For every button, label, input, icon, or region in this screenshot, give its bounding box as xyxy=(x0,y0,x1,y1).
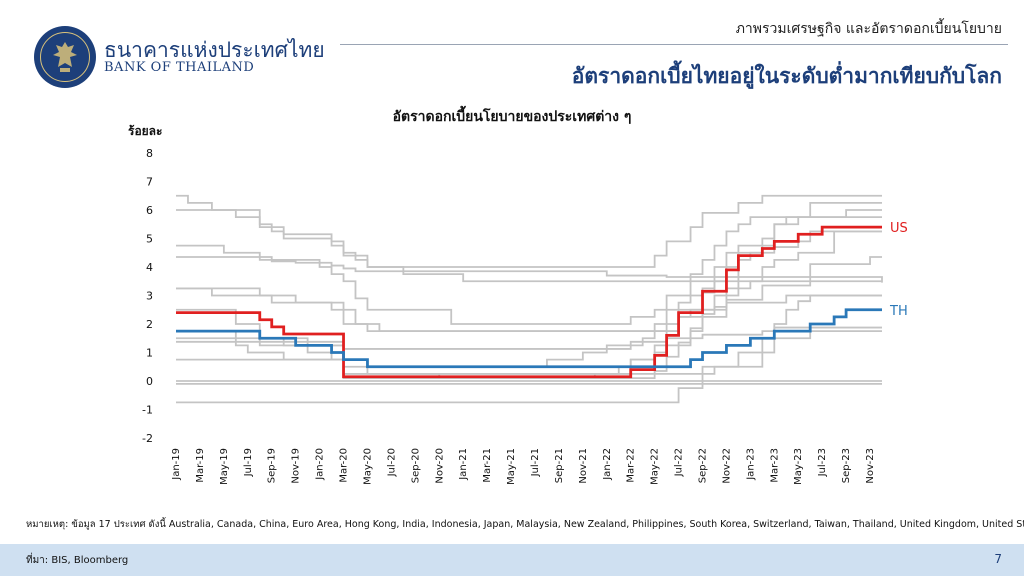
y-tick-label: 2 xyxy=(146,318,153,331)
brand-name-english: BANK OF THAILAND xyxy=(104,60,255,75)
x-tick-label: Jul-20 xyxy=(386,448,397,477)
x-tick-label: Sep-21 xyxy=(554,448,565,483)
x-tick-label: Mar-23 xyxy=(769,448,780,483)
y-tick-label: 6 xyxy=(146,204,153,217)
garuda-emblem-icon xyxy=(40,32,90,82)
series-line xyxy=(176,256,882,380)
x-tick-label: May-22 xyxy=(650,448,661,485)
series-line xyxy=(176,209,882,283)
x-tick-label: Jan-19 xyxy=(171,448,182,481)
x-tick-label: Nov-21 xyxy=(578,448,589,484)
y-axis-label: ร้อยละ xyxy=(128,124,163,138)
x-tick-label: Nov-23 xyxy=(865,448,876,484)
x-tick-label: Sep-19 xyxy=(267,448,278,483)
slide-headline: อัตราดอกเบี้ยไทยอยู่ในระดับต่ำมากเทียบกั… xyxy=(571,64,1002,88)
footnote: หมายเหตุ: ข้อมูล 17 ประเทศ ดังนี้ Austra… xyxy=(26,519,1024,530)
y-tick-label: 5 xyxy=(146,233,153,246)
y-tick-label: 7 xyxy=(146,176,153,189)
x-tick-label: Sep-23 xyxy=(841,448,852,483)
y-tick-label: 8 xyxy=(146,147,153,160)
x-tick-label: Jul-23 xyxy=(817,448,828,477)
series-line xyxy=(176,280,882,368)
y-tick-label: 4 xyxy=(146,261,153,274)
x-tick-label: Mar-22 xyxy=(626,448,637,483)
y-tick-label: 1 xyxy=(146,347,153,360)
x-tick-label: Mar-21 xyxy=(482,448,493,483)
chart-title: อัตราดอกเบี้ยนโยบายของประเทศต่าง ๆ xyxy=(392,109,632,125)
x-tick-label: Nov-19 xyxy=(291,448,302,484)
section-title: ภาพรวมเศรษฐกิจ และอัตราดอกเบี้ยนโยบาย xyxy=(735,21,1002,37)
x-tick-label: Jan-23 xyxy=(745,448,756,481)
series-line xyxy=(176,256,883,283)
brand-name-thai: ธนาคารแห่งประเทศไทย xyxy=(104,38,325,62)
x-tick-label: Sep-20 xyxy=(410,448,421,483)
x-tick-label: Jan-20 xyxy=(315,448,326,481)
x-tick-label: Jul-22 xyxy=(674,448,685,477)
series-label-th: TH xyxy=(889,304,908,319)
x-tick-label: Nov-20 xyxy=(434,448,445,484)
x-tick-label: Jul-21 xyxy=(530,448,541,477)
y-tick-label: 3 xyxy=(146,290,153,303)
x-tick-label: Jul-19 xyxy=(243,448,254,477)
series-line xyxy=(176,216,882,333)
source-note: ที่มา: BIS, Bloomberg xyxy=(26,555,129,566)
y-tick-label: -2 xyxy=(142,432,153,445)
series-line xyxy=(176,326,882,350)
series-line xyxy=(176,294,882,375)
series-line xyxy=(176,330,882,404)
bank-of-thailand-logo xyxy=(34,26,96,88)
series-line-th xyxy=(176,308,882,369)
series-label-us: US xyxy=(890,221,908,236)
y-tick-label: -1 xyxy=(142,404,153,417)
x-tick-label: Jan-21 xyxy=(458,448,469,481)
series-line xyxy=(176,201,882,325)
x-tick-label: Jan-22 xyxy=(602,448,613,481)
series-line-us xyxy=(176,225,882,379)
x-tick-label: Nov-22 xyxy=(721,448,732,484)
footer-bar: ที่มา: BIS, Bloomberg 7 xyxy=(0,544,1024,576)
x-tick-label: May-21 xyxy=(506,448,517,485)
y-tick-label: 0 xyxy=(146,375,153,388)
page-number: 7 xyxy=(994,552,1002,566)
series-line xyxy=(176,230,882,380)
x-tick-label: Mar-20 xyxy=(339,448,350,483)
x-tick-label: May-23 xyxy=(793,448,804,485)
header-divider xyxy=(340,44,1008,45)
x-tick-label: May-20 xyxy=(362,448,373,485)
x-tick-label: May-19 xyxy=(219,448,230,485)
x-tick-label: Sep-22 xyxy=(698,448,709,483)
x-tick-label: Mar-19 xyxy=(195,448,206,483)
